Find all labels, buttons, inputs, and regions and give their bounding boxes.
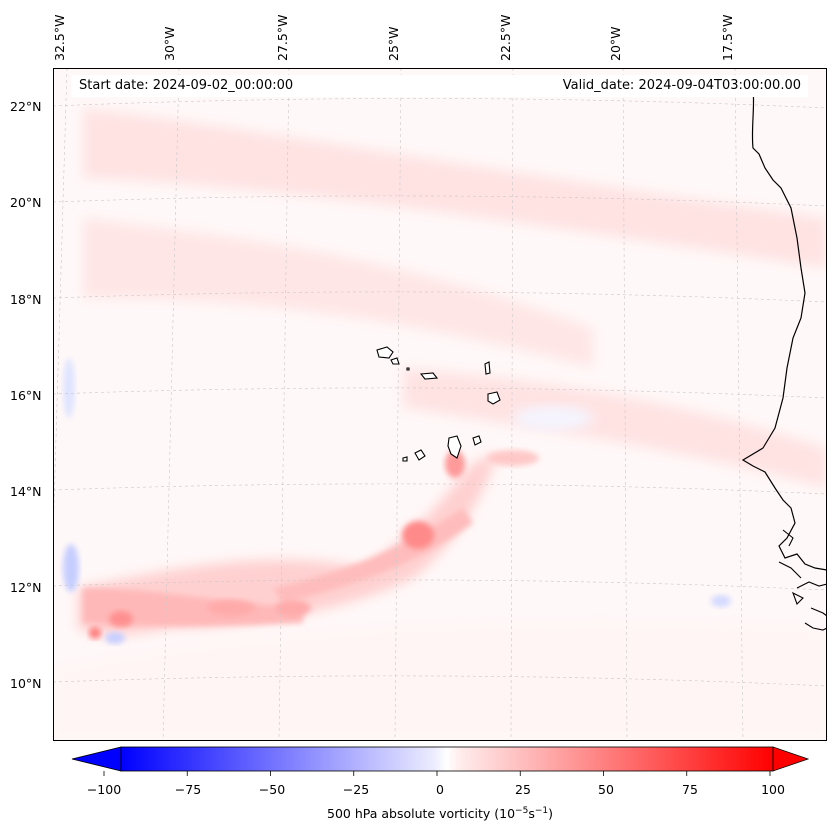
colorbar-title: 500 hPa absolute vorticity (10−5s−1) [326,806,554,822]
lon-label-22-5w: 22.5°W [498,14,513,61]
colorbar-tick-label: −75 [174,782,202,797]
colorbar-tick-label: −50 [258,782,286,797]
colorbar-tick-label: 0 [436,782,444,797]
colorbar-tick-label: −100 [86,782,122,797]
colorbar-tick-label: 100 [761,782,785,797]
start-date-label: Start date: 2024-09-02_00:00:00 [79,78,294,93]
colorbar-tick-label: 50 [598,782,614,797]
colorbar-tick-label: −25 [342,782,370,797]
lat-label-14n: 14°N [10,484,42,499]
cape-verde-islands [376,346,501,462]
africa-coast-detail [778,529,827,631]
lat-label-16n: 16°N [10,388,42,403]
vorticity-map [53,68,827,741]
colorbar-extend-min [71,746,122,772]
colorbar-tick-label: 25 [515,782,531,797]
lon-label-20w: 20°W [608,26,623,61]
colorbar-tick-label: 75 [682,782,698,797]
africa-coastline [741,87,827,571]
lat-label-10n: 10°N [10,676,42,691]
colorbar-extend-max [772,746,810,772]
lat-label-12n: 12°N [10,580,42,595]
lon-label-25w: 25°W [386,26,401,61]
valid-date-label: Valid_date: 2024-09-04T03:00:00.00 [562,78,801,93]
lon-label-32-5w: 32.5°W [52,14,67,61]
colorbar-ticks [103,771,771,776]
gridlines [53,68,827,741]
colorbar-body [120,746,774,772]
lon-label-30w: 30°W [162,26,177,61]
lat-label-22n: 22°N [10,99,42,114]
colorbar [71,746,810,776]
vorticity-field [53,108,827,741]
lon-label-17-5w: 17.5°W [720,14,735,61]
info-bar [71,75,808,97]
lat-label-18n: 18°N [10,292,42,307]
lon-label-27-5w: 27.5°W [275,14,290,61]
lat-label-20n: 20°N [10,195,42,210]
